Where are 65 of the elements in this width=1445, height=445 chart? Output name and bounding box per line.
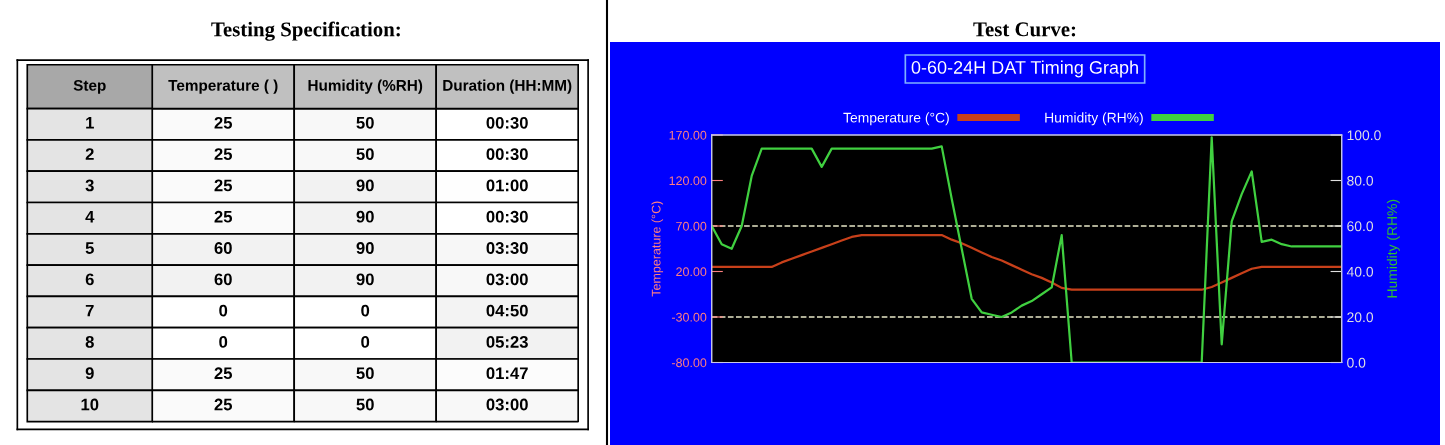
chart-title: Test Curve: <box>973 22 1076 37</box>
x-tick-label: Temperature ( ) <box>168 79 278 94</box>
y-tick-label: 6 <box>85 273 94 286</box>
y-tick-label: 20.00 <box>676 267 707 277</box>
y-tick-label: -30.00 <box>671 312 707 322</box>
y-tick-label: 4 <box>85 210 95 223</box>
data-label: 60 <box>214 273 232 286</box>
y2-tick-label: 40.0 <box>1346 266 1374 277</box>
data-label: 00:30 <box>486 116 528 129</box>
data-label: 90 <box>356 179 374 192</box>
y2-tick-label: 60.0 <box>1347 221 1374 232</box>
data-label: 50 <box>356 148 374 161</box>
line-series <box>711 233 1342 291</box>
data-label: 25 <box>214 398 233 411</box>
y-tick-label: 120.00 <box>669 176 707 186</box>
data-label: 05:23 <box>486 336 528 348</box>
y-tick-label: 2 <box>85 148 94 160</box>
y2-tick-label: 80.0 <box>1347 175 1374 186</box>
y-axis-title: Temperature (°C) <box>651 201 664 297</box>
y2-axis-title: Humidity (RH%) <box>1386 199 1400 298</box>
data-label: 25 <box>214 367 233 380</box>
data-label: 90 <box>356 273 374 286</box>
x-tick-label: Humidity (%RH) <box>308 79 423 94</box>
data-label: 0 <box>361 304 370 317</box>
data-label: 00:30 <box>486 210 528 223</box>
y-tick-label: -80.00 <box>671 358 707 368</box>
y-tick-label: 10 <box>81 398 99 411</box>
data-label: 25 <box>214 116 233 129</box>
legend-label: Humidity (RH%) <box>1045 112 1143 126</box>
y-tick-label: 70.00 <box>676 221 707 231</box>
data-label: 90 <box>356 242 374 254</box>
line-series <box>711 136 1342 363</box>
data-label: 03:00 <box>486 398 528 411</box>
data-label: 03:00 <box>486 273 528 286</box>
y-tick-label: 7 <box>85 304 94 317</box>
y-tick-label: 5 <box>85 242 94 254</box>
data-label: 25 <box>214 148 233 161</box>
y2-tick-label: 20.0 <box>1347 312 1374 323</box>
data-label: 50 <box>356 367 374 380</box>
data-label: 50 <box>356 116 374 129</box>
y-tick-label: 170.00 <box>669 130 707 140</box>
data-label: 04:50 <box>486 304 528 317</box>
y-axis-title: Step <box>73 79 106 94</box>
data-label: 25 <box>214 179 233 192</box>
data-label: 25 <box>214 210 233 223</box>
data-label: 00:30 <box>486 148 528 161</box>
y-tick-label: 8 <box>85 336 94 348</box>
data-label: 90 <box>356 210 374 223</box>
data-label: 0 <box>219 304 228 317</box>
y-tick-label: 1 <box>86 117 94 129</box>
data-label: 01:00 <box>486 179 528 192</box>
y2-tick-label: 100.0 <box>1347 130 1381 141</box>
legend-label: Temperature (°C) <box>843 112 949 126</box>
y-tick-label: 9 <box>85 367 94 380</box>
data-label: 0 <box>361 336 370 348</box>
x-tick-label: Duration (HH:MM) <box>443 79 572 94</box>
data-label: 03:30 <box>486 242 528 254</box>
y2-tick-label: 0.0 <box>1347 357 1366 368</box>
chart-subtitle: 0-60-24H DAT Timing Graph <box>911 60 1138 78</box>
data-label: 01:47 <box>486 367 528 380</box>
chart-title: Testing Specification: <box>211 21 400 41</box>
data-label: 0 <box>219 336 228 348</box>
data-label: 50 <box>356 398 374 411</box>
data-label: 60 <box>214 242 232 254</box>
y-tick-label: 3 <box>85 179 94 192</box>
